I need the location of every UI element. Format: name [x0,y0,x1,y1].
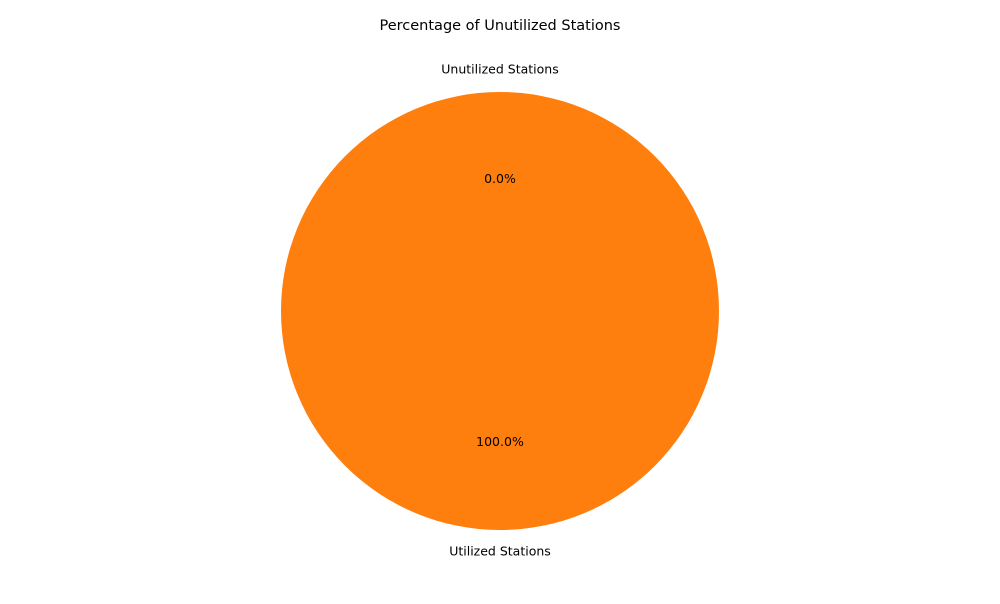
pie-slices [281,92,719,530]
pie-slice-utilized-stations [281,92,719,530]
slice-label-utilized-stations: Utilized Stations [449,543,551,558]
percent-label-unutilized-stations: 0.0% [484,171,516,186]
pie-labels: Unutilized Stations 0.0% Utilized Stations… [441,62,558,559]
percent-label-utilized-stations: 100.0% [476,434,524,449]
chart-title: Percentage of Unutilized Stations [380,18,621,34]
slice-label-unutilized-stations: Unutilized Stations [441,62,558,77]
